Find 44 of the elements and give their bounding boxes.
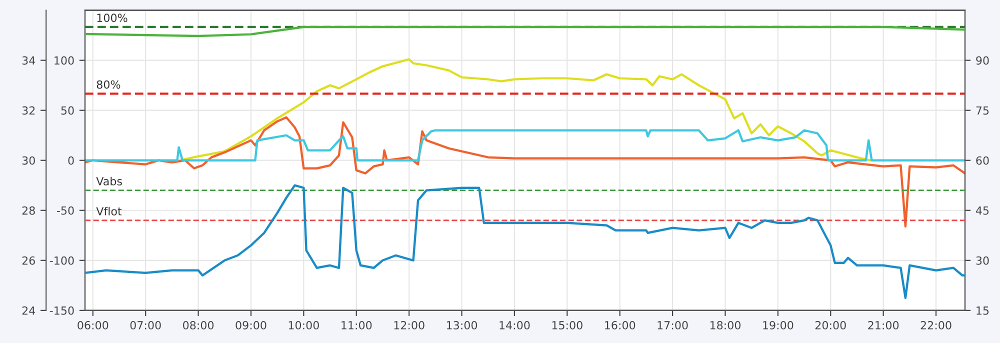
y2-tick-label: 75 <box>976 106 989 115</box>
x-tick-label: 08:00 <box>183 321 214 330</box>
x-tick-label: 22:00 <box>920 321 952 330</box>
y2-tick-label: 30 <box>976 256 989 265</box>
y2-tick-label: 90 <box>976 56 989 65</box>
x-tick-label: 13:00 <box>446 321 478 330</box>
y3-tick-label: 24 <box>22 306 36 315</box>
x-tick-label: 18:00 <box>710 321 741 330</box>
ref-line-label: 100% <box>97 14 128 22</box>
x-tick-label: 11:00 <box>342 321 372 330</box>
x-tick-label: 14:00 <box>500 321 530 330</box>
y-tick-label: -150 <box>50 306 74 315</box>
x-tick-label: 09:00 <box>236 321 266 330</box>
y-tick-label: 100 <box>54 56 74 65</box>
line-series <box>85 184 965 300</box>
y2-tick-label: 45 <box>976 206 989 215</box>
ref-line-label: Vabs <box>96 176 122 186</box>
x-tick-label: 07:00 <box>130 321 161 330</box>
x-tick-label: 19:00 <box>763 321 794 330</box>
y3-tick-label: 32 <box>22 106 35 115</box>
x-tick-label: 21:00 <box>868 321 899 330</box>
y3-tick-label: 34 <box>22 56 36 65</box>
y3-tick-label: 26 <box>22 256 35 265</box>
line-series <box>85 129 965 162</box>
x-tick-label: 10:00 <box>288 321 319 330</box>
y3-tick-label: 30 <box>22 156 35 165</box>
x-tick-label: 20:00 <box>815 321 846 330</box>
y2-tick-label: 60 <box>976 156 989 165</box>
y-tick-label: 50 <box>61 106 74 115</box>
line-series <box>178 58 872 162</box>
ref-line-label: 80% <box>96 80 120 89</box>
x-tick-label: 06:00 <box>78 321 108 330</box>
x-tick-label: 16:00 <box>605 321 636 330</box>
ref-line-label: Vflot <box>96 206 122 216</box>
x-tick-label: 15:00 <box>552 321 582 330</box>
y-tick-label: 0 <box>68 156 74 165</box>
y-tick-label: -50 <box>56 206 74 215</box>
x-tick-label: 17:00 <box>658 321 688 330</box>
y2-tick-label: 15 <box>976 306 989 315</box>
y3-tick-label: 28 <box>22 206 35 215</box>
x-tick-label: 12:00 <box>394 321 424 330</box>
line-series <box>85 116 965 228</box>
line-series <box>85 26 965 38</box>
y-tick-label: -100 <box>50 256 74 265</box>
